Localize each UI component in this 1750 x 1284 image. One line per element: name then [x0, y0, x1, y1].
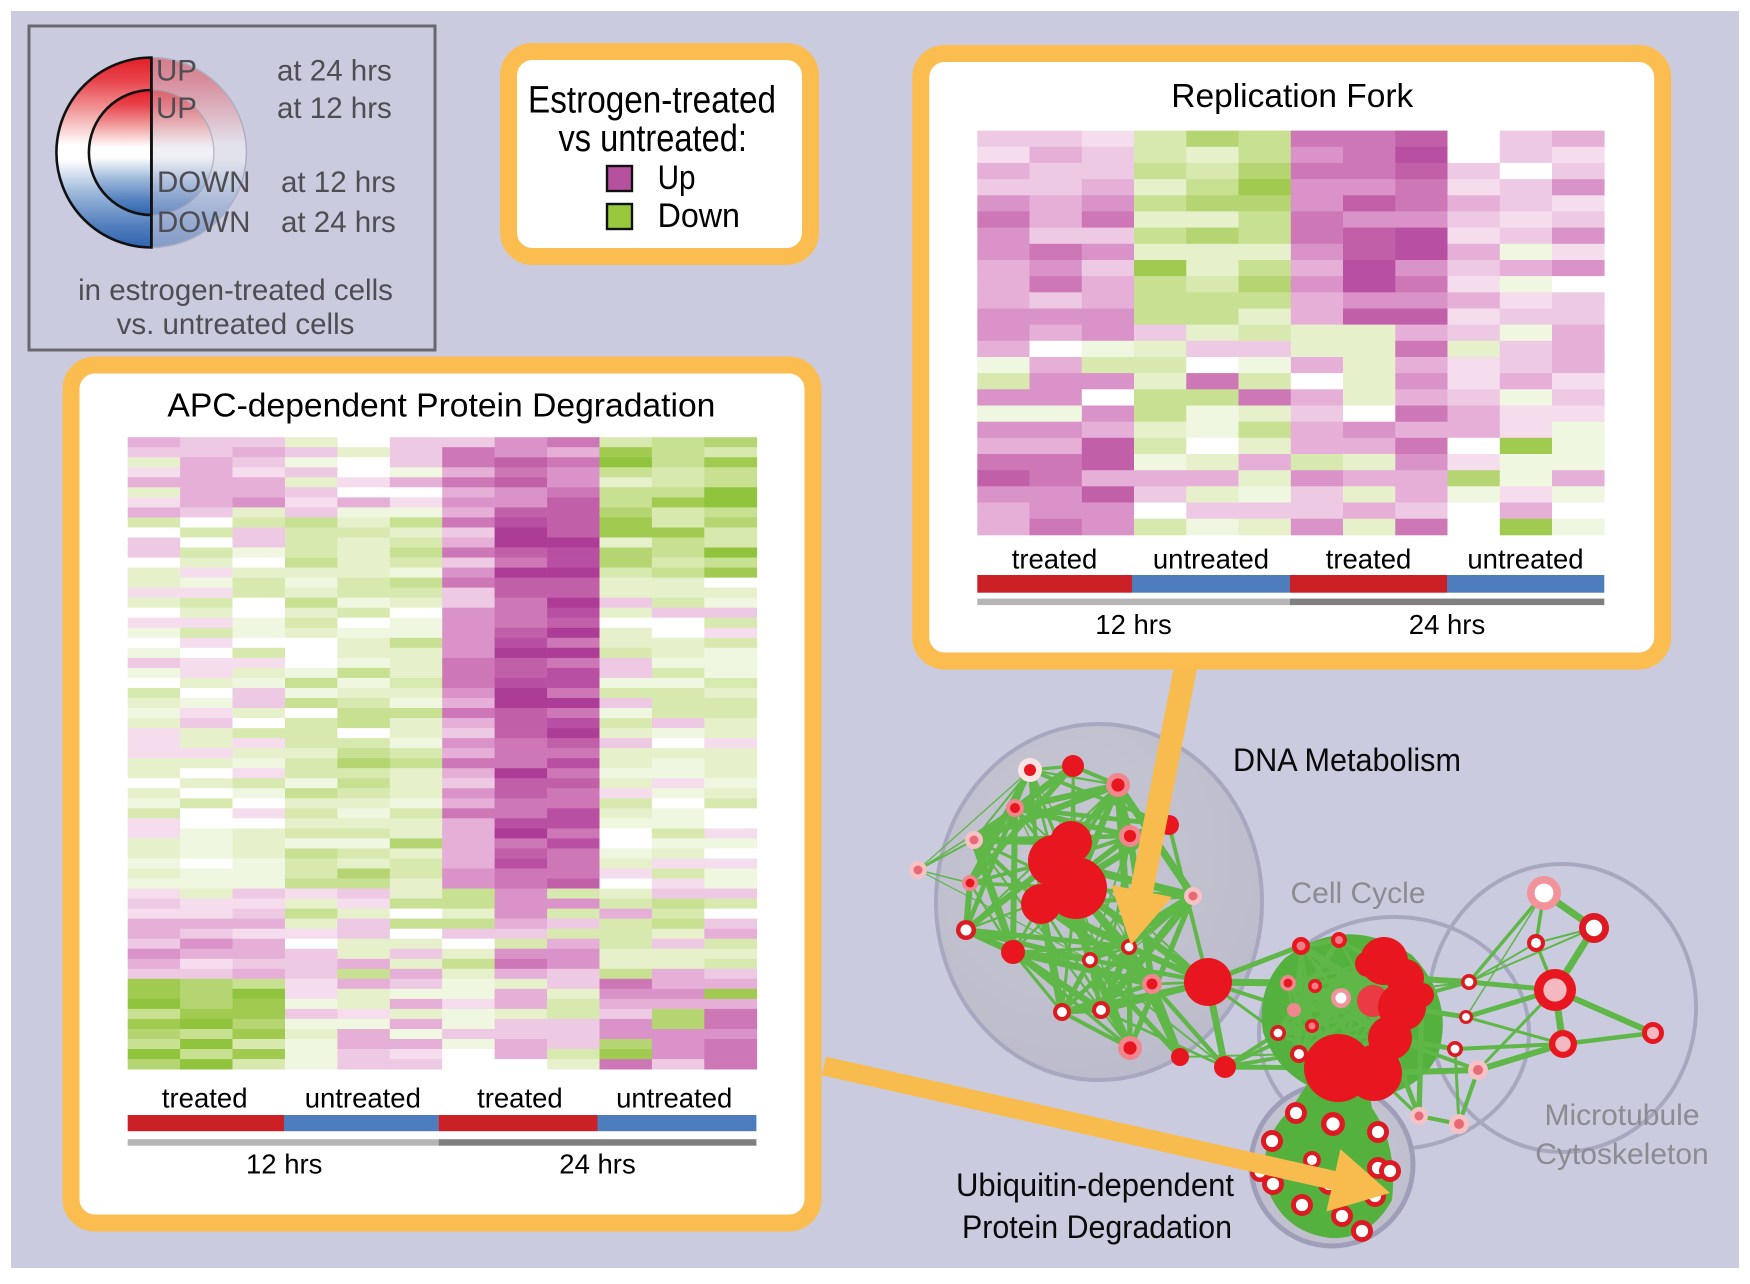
svg-text:Replication Fork: Replication Fork: [1171, 78, 1413, 115]
svg-text:vs. untreated cells: vs. untreated cells: [117, 308, 355, 341]
svg-text:Down: Down: [658, 197, 740, 235]
svg-text:DOWN: DOWN: [157, 166, 250, 199]
svg-text:UP: UP: [156, 55, 197, 88]
svg-text:untreated: untreated: [1467, 544, 1583, 575]
svg-text:Up: Up: [658, 159, 696, 197]
svg-text:Microtubule: Microtubule: [1544, 1099, 1699, 1132]
svg-text:at 12 hrs: at 12 hrs: [277, 92, 392, 125]
svg-text:at 24 hrs: at 24 hrs: [281, 206, 396, 239]
svg-text:APC-dependent Protein Degradat: APC-dependent Protein Degradation: [167, 387, 715, 424]
svg-text:24 hrs: 24 hrs: [1409, 609, 1485, 640]
svg-text:Cell Cycle: Cell Cycle: [1290, 877, 1425, 910]
svg-text:treated: treated: [162, 1082, 248, 1113]
svg-text:Ubiquitin-dependent: Ubiquitin-dependent: [956, 1167, 1234, 1203]
svg-text:untreated: untreated: [305, 1082, 421, 1113]
svg-text:at 24 hrs: at 24 hrs: [277, 55, 392, 88]
svg-text:DNA Metabolism: DNA Metabolism: [1233, 742, 1461, 778]
svg-text:12 hrs: 12 hrs: [246, 1149, 322, 1180]
svg-text:in estrogen-treated cells: in estrogen-treated cells: [78, 274, 393, 307]
svg-text:Estrogen-treated: Estrogen-treated: [528, 79, 776, 121]
svg-text:DOWN: DOWN: [157, 206, 250, 239]
svg-text:untreated: untreated: [1153, 544, 1269, 575]
svg-text:treated: treated: [1326, 544, 1412, 575]
svg-text:at 12 hrs: at 12 hrs: [281, 166, 396, 199]
svg-text:UP: UP: [156, 92, 197, 125]
svg-text:Cytoskeleton: Cytoskeleton: [1535, 1138, 1708, 1171]
svg-text:treated: treated: [1012, 544, 1098, 575]
svg-text:Protein Degradation: Protein Degradation: [962, 1209, 1232, 1245]
svg-text:12 hrs: 12 hrs: [1095, 609, 1171, 640]
svg-text:treated: treated: [477, 1082, 563, 1113]
svg-text:untreated: untreated: [616, 1082, 732, 1113]
svg-text:vs untreated:: vs untreated:: [558, 118, 747, 160]
svg-text:24 hrs: 24 hrs: [559, 1149, 635, 1180]
